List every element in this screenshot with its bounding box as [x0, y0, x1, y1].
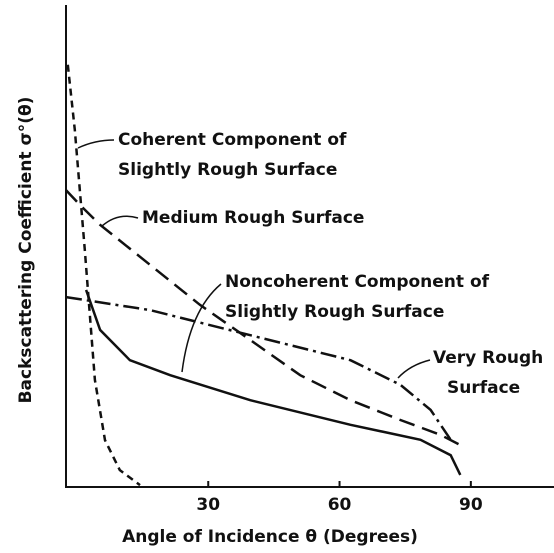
x-tick-label: 90	[459, 495, 483, 515]
annotation: Coherent Component of	[118, 130, 347, 150]
leader-line	[101, 215, 139, 227]
x-tick-label: 30	[196, 495, 220, 515]
y-axis-label: Backscattering Coefficient σ°(θ)	[16, 97, 36, 404]
series-line	[65, 189, 461, 447]
series-line	[65, 295, 452, 441]
axes	[65, 5, 554, 488]
annotation: Slightly Rough Surface	[118, 160, 337, 180]
x-tick-label: 60	[328, 495, 352, 515]
leader-line	[181, 283, 222, 373]
leader-line	[397, 359, 431, 379]
annotation: Very Rough	[433, 348, 543, 368]
annotation: Noncoherent Component of	[225, 272, 490, 292]
leader-line	[77, 139, 115, 149]
annotation: Medium Rough Surface	[142, 208, 364, 228]
series-line	[66, 64, 141, 487]
series-line	[84, 289, 462, 476]
annotation: Surface	[447, 378, 520, 398]
annotation: Slightly Rough Surface	[225, 302, 444, 322]
x-axis-label: Angle of Incidence θ (Degrees)	[122, 527, 418, 547]
